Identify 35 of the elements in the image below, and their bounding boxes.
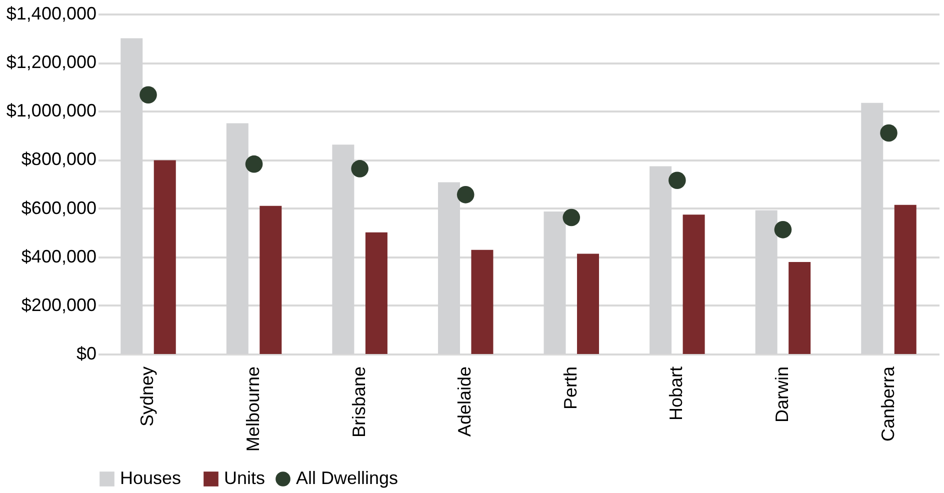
x-tick-label: Melbourne — [243, 366, 264, 452]
point — [880, 124, 898, 142]
point — [774, 221, 792, 238]
bar — [154, 160, 176, 354]
x-tick-label: Darwin — [772, 366, 792, 423]
x-tick-label: Hobart — [666, 366, 686, 421]
y-tick-label: $600,000 — [21, 198, 96, 218]
x-tick-label: Adelaide — [454, 366, 475, 437]
y-tick-label: $400,000 — [21, 246, 96, 266]
legend-label: All Dwellings — [296, 468, 398, 488]
y-tick-label: $1,400,000 — [6, 4, 96, 24]
point — [351, 160, 368, 178]
x-tick-label: Perth — [560, 366, 580, 410]
point — [562, 208, 580, 226]
point — [140, 86, 157, 104]
bar — [577, 254, 600, 354]
x-tick-label: Sydney — [137, 366, 158, 427]
bar — [365, 232, 388, 354]
x-tick-label: Brisbane — [348, 366, 369, 438]
bar — [682, 214, 705, 354]
y-tick-label: $1,200,000 — [6, 52, 96, 72]
point — [245, 155, 263, 173]
point — [668, 172, 686, 189]
y-tick-label: $800,000 — [21, 149, 96, 170]
bar — [788, 262, 811, 354]
y-tick-label: $0 — [76, 344, 96, 364]
bar — [471, 250, 494, 354]
y-tick-label: $200,000 — [21, 294, 96, 315]
x-tick-label: Canberra — [878, 366, 898, 442]
y-tick-label: $1,000,000 — [6, 100, 96, 121]
bar — [894, 204, 916, 354]
legend-label: Houses — [120, 468, 182, 488]
point — [456, 186, 474, 204]
legend-label: Units — [224, 468, 266, 488]
bar — [260, 206, 282, 354]
